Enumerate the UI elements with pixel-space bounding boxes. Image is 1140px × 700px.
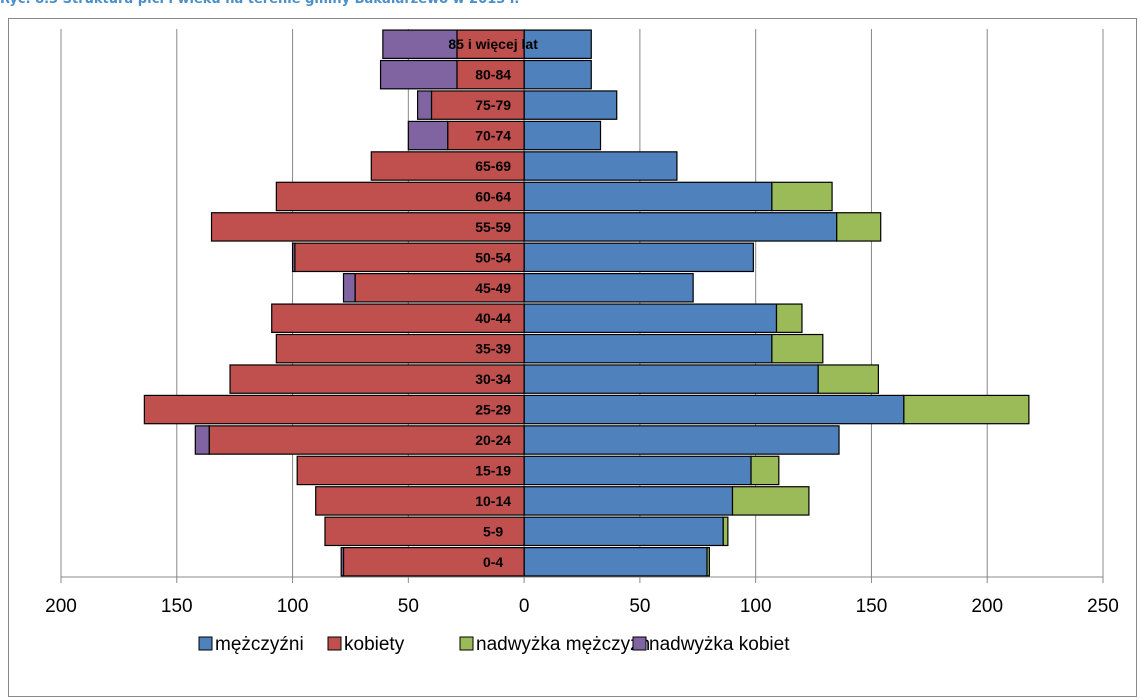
x-tick-label: 50 <box>398 596 419 617</box>
bar-kobiety <box>315 486 525 516</box>
bar-nadwyzka-kobiet <box>194 425 210 455</box>
legend-swatch <box>459 636 474 651</box>
bar-nadwyzka-kobiet <box>342 273 356 303</box>
bar-kobiety <box>143 394 525 425</box>
bar-kobiety <box>275 181 525 212</box>
bar-mezczyzni <box>523 242 754 273</box>
x-tick-label: 50 <box>629 596 650 617</box>
category-label: 50-54 <box>475 249 511 265</box>
category-label: 60-64 <box>475 188 511 204</box>
category-label: 75-79 <box>475 97 511 113</box>
bar-kobiety <box>296 455 525 486</box>
legend-swatch <box>632 636 647 651</box>
bar-mezczyzni <box>523 425 840 455</box>
bar-mezczyzni <box>523 364 819 394</box>
category-label: 5-9 <box>483 523 503 539</box>
chart-caption: Ryc. 8.3 Struktura płci i wieku na teren… <box>0 0 519 12</box>
chart-frame: 200 150 100 50 0 50 100 150 200 250 0-4 5-9 10-14 15-… <box>8 18 1137 697</box>
bar-nadwyzka-mezczyzn <box>731 486 810 516</box>
bar-mezczyzni <box>523 547 708 577</box>
bar-nadwyzka-mezczyzn <box>706 547 710 577</box>
bar-nadwyzka-kobiet <box>407 120 449 151</box>
legend-label: nadwyżka mężczyzn <box>476 634 650 655</box>
bar-nadwyzka-kobiet <box>379 59 458 90</box>
legend-swatch <box>327 636 342 651</box>
bar-mezczyzni <box>523 273 694 303</box>
bar-kobiety <box>275 333 525 364</box>
bar-nadwyzka-kobiet <box>291 242 296 273</box>
bar-kobiety <box>294 242 525 273</box>
category-label: 85 i więcej lat <box>448 36 538 52</box>
bar-nadwyzka-mezczyzn <box>722 516 729 547</box>
bar-mezczyzni <box>523 181 773 212</box>
bar-kobiety <box>208 425 525 455</box>
bar-mezczyzni <box>523 333 773 364</box>
bar-nadwyzka-mezczyzn <box>771 333 824 364</box>
bar-kobiety <box>229 364 525 394</box>
bar-mezczyzni <box>523 303 778 333</box>
bar-nadwyzka-mezczyzn <box>836 212 882 242</box>
legend-label: mężczyźni <box>215 634 304 655</box>
category-label: 15-19 <box>475 462 511 478</box>
bar-nadwyzka-kobiet <box>340 547 345 577</box>
x-tick-label: 150 <box>161 596 193 617</box>
bar-mezczyzni <box>523 151 678 181</box>
bar-kobiety <box>324 516 525 547</box>
category-label: 40-44 <box>475 310 511 326</box>
bar-mezczyzni <box>523 90 618 120</box>
legend-label: kobiety <box>344 634 405 655</box>
category-label: 80-84 <box>475 67 511 83</box>
category-label: 55-59 <box>475 219 511 235</box>
x-tick-label: 200 <box>45 596 77 617</box>
bar-mezczyzni <box>523 455 752 486</box>
bar-mezczyzni <box>523 59 592 90</box>
bar-kobiety <box>342 547 525 577</box>
category-label: 0-4 <box>483 554 503 570</box>
bar-nadwyzka-mezczyzn <box>903 394 1030 425</box>
category-label: 30-34 <box>475 371 511 387</box>
x-tick-label: 100 <box>277 596 309 617</box>
bar-kobiety <box>271 303 525 333</box>
category-label: 10-14 <box>475 493 511 509</box>
category-label: 70-74 <box>475 128 511 144</box>
bar-mezczyzni <box>523 212 838 242</box>
bar-kobiety <box>354 273 525 303</box>
category-label: 45-49 <box>475 280 511 296</box>
bar-kobiety <box>430 90 525 120</box>
bar-kobiety <box>456 29 525 59</box>
bar-nadwyzka-mezczyzn <box>771 181 833 212</box>
legend-label: nadwyżka kobiet <box>649 634 790 655</box>
category-label: 65-69 <box>475 158 511 174</box>
bar-mezczyzni <box>523 486 734 516</box>
legend-swatch <box>198 636 213 651</box>
category-label: 35-39 <box>475 341 511 357</box>
bar-kobiety <box>456 59 525 90</box>
x-tick-label: 200 <box>971 596 1003 617</box>
bar-mezczyzni <box>523 394 905 425</box>
bar-nadwyzka-kobiet <box>416 90 433 120</box>
bar-kobiety <box>370 151 525 181</box>
x-tick-label: 250 <box>1087 596 1119 617</box>
x-tick-label: 100 <box>740 596 772 617</box>
bar-nadwyzka-mezczyzn <box>750 455 780 486</box>
bar-mezczyzni <box>523 120 602 151</box>
bar-mezczyzni <box>523 516 724 547</box>
bar-nadwyzka-kobiet <box>382 29 458 59</box>
category-label: 25-29 <box>475 402 511 418</box>
category-label: 20-24 <box>475 432 511 448</box>
bar-kobiety <box>210 212 525 242</box>
population-pyramid-chart: 200 150 100 50 0 50 100 150 200 250 0-4 5-9 10-14 15-… <box>45 29 1119 655</box>
bar-nadwyzka-mezczyzn <box>775 303 803 333</box>
bar-kobiety <box>447 120 525 151</box>
bar-nadwyzka-mezczyzn <box>817 364 879 394</box>
x-tick-label: 150 <box>856 596 888 617</box>
x-tick-label: 0 <box>519 596 530 617</box>
